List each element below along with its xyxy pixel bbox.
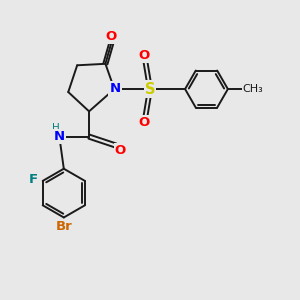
Text: F: F bbox=[28, 173, 38, 186]
Text: O: O bbox=[115, 144, 126, 158]
Text: H: H bbox=[52, 123, 60, 133]
Text: CH₃: CH₃ bbox=[243, 84, 263, 94]
Text: N: N bbox=[54, 130, 65, 143]
Text: Br: Br bbox=[56, 220, 72, 233]
Text: O: O bbox=[138, 116, 150, 129]
Text: O: O bbox=[106, 30, 117, 43]
Text: N: N bbox=[110, 82, 121, 95]
Text: S: S bbox=[145, 82, 155, 97]
Text: O: O bbox=[138, 49, 150, 62]
